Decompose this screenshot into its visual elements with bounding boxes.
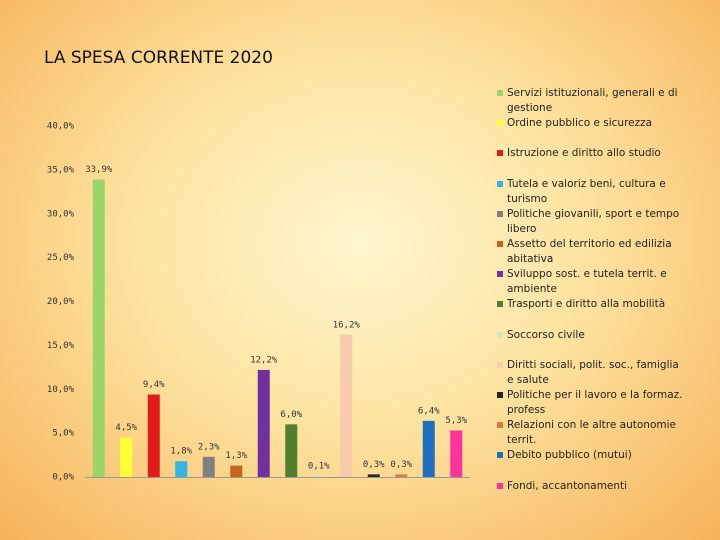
legend-entry: Servizi istituzionali, generali e di ges… [497,86,687,116]
legend-swatch [497,271,503,278]
legend-swatch [497,392,503,398]
legend-entry: Politiche giovanili, sport e tempo liber… [497,207,687,237]
bar [285,424,298,477]
bar [230,465,243,477]
legend-entry: Assetto del territorio ed edilizia abita… [497,237,687,267]
value-label: 33,9% [85,165,113,175]
legend-entry: Debito pubblico (mutui) [497,448,687,463]
y-tick-label: 20,0% [47,297,75,307]
bar [450,430,463,477]
legend-swatch [497,150,503,157]
legend-label: Trasporti e diritto alla mobilità [507,298,666,311]
legend-label: Sviluppo sost. e tutela territ. e ambien… [507,268,667,296]
y-tick-label: 0,0% [52,473,74,483]
value-label: 2,3% [198,442,220,452]
legend-swatch [497,301,503,308]
legend-entry: Diritti sociali, polit. soc., famiglia e… [497,358,687,388]
bar [257,369,270,477]
legend-label: Servizi istituzionali, generali e di ges… [507,87,678,114]
legend-label: Debito pubblico (mutui) [507,449,632,462]
y-tick-label: 10,0% [47,385,75,395]
value-label: 6,0% [280,410,302,420]
value-label: 5,3% [445,416,467,426]
value-label: 4,5% [115,423,137,433]
value-label: 0,1% [308,462,330,472]
y-tick-label: 35,0% [47,165,75,175]
legend-label: Politiche per il lavoro e la formaz. pro… [507,389,683,416]
legend-label: Assetto del territorio ed edilizia abita… [507,238,672,265]
legend-label: Relazioni con le altre autonomie territ. [507,419,676,447]
value-label: 12,2% [250,355,278,365]
legend-entry: Istruzione e diritto allo studio [497,146,687,161]
value-label: 6,4% [418,406,440,416]
legend-swatch [497,331,503,338]
y-tick-label: 30,0% [47,209,75,219]
value-label: 16,2% [333,320,361,330]
legend-entry: Sviluppo sost. e tutela territ. e ambien… [497,267,687,297]
legend-label: Diritti sociali, polit. soc., famiglia e… [507,358,679,386]
legend-swatch [497,120,503,127]
legend-entry: Tutela e valoriz beni, cultura e turismo [497,177,687,207]
legend-swatch [497,90,503,96]
value-label: 9,4% [143,380,165,390]
value-label: 0,3% [363,460,385,470]
bar [175,461,188,477]
legend-label: Istruzione e diritto allo studio [507,147,661,160]
legend-entry: Relazioni con le altre autonomie territ. [497,418,687,448]
bar [340,334,353,477]
chart-title: LA SPESA CORRENTE 2020 [44,48,273,68]
value-label: 1,3% [225,451,247,461]
legend-label: Soccorso civile [507,328,585,341]
legend-label: Tutela e valoriz beni, cultura e turismo [507,177,666,205]
legend-swatch [497,482,503,489]
legend-entry: Fondi, accantonamenti [497,479,687,494]
bar [120,437,133,477]
legend-label: Ordine pubblico e sicurezza [507,117,653,130]
y-tick-label: 5,0% [52,429,74,439]
bar [92,179,105,477]
bar [312,476,325,477]
y-tick-label: 40,0% [47,122,75,132]
y-tick-label: 15,0% [47,341,75,351]
legend-entry: Ordine pubblico e sicurezza [497,116,687,131]
legend-entry: Soccorso civile [497,328,687,343]
bar [202,456,215,477]
value-label: 1,8% [170,447,192,457]
legend-swatch [497,241,503,247]
bar [422,420,435,477]
value-label: 0,3% [390,460,412,470]
legend-swatch [497,210,503,217]
legend-swatch [497,452,503,459]
bar [395,474,408,477]
legend-swatch [497,180,503,187]
legend-swatch [497,422,503,429]
legend-swatch [497,361,503,368]
legend-label: Politiche giovanili, sport e tempo liber… [507,207,680,235]
bar [367,474,380,477]
legend-label: Fondi, accantonamenti [507,479,628,492]
legend-entry: Politiche per il lavoro e la formaz. pro… [497,388,687,418]
legend-entry: Trasporti e diritto alla mobilità [497,297,687,312]
bar [147,394,160,477]
y-tick-label: 25,0% [47,253,75,263]
